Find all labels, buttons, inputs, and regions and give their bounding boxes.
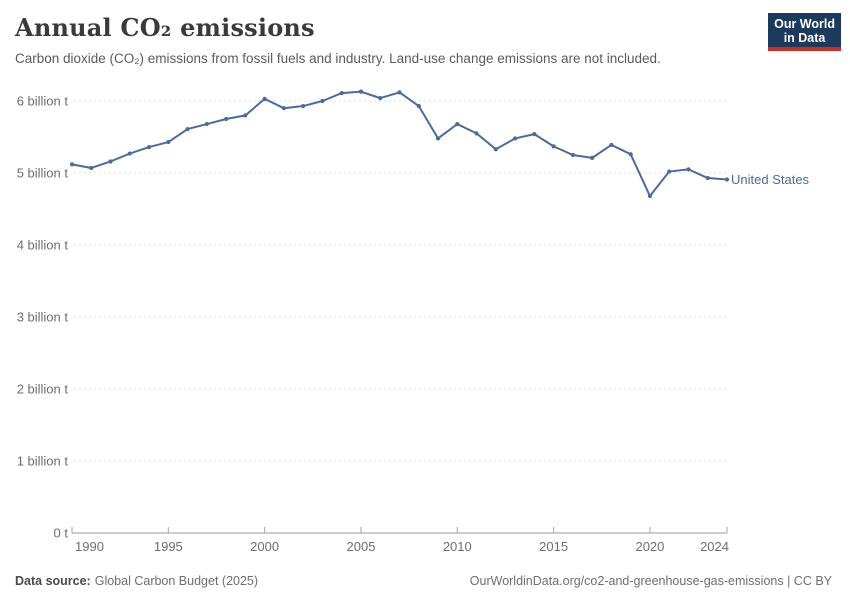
data-point-1994 [146, 144, 152, 150]
data-point-2012 [493, 147, 498, 152]
data-point-2011 [474, 131, 479, 136]
data-point-2002 [301, 103, 306, 109]
data-point-2022 [686, 167, 691, 172]
logo-text-line1: Our World [774, 17, 835, 31]
x-axis-label: 1995 [154, 539, 183, 554]
y-axis-label: 0 t [54, 526, 69, 541]
y-axis-label: 4 billion t [17, 238, 69, 253]
data-point-2008 [416, 103, 421, 109]
y-axis-label: 1 billion t [17, 454, 69, 469]
data-point-2009 [435, 136, 441, 141]
data-point-2023 [705, 175, 710, 181]
data-point-2021 [667, 169, 672, 174]
x-axis-label: 1990 [75, 539, 104, 554]
data-point-1991 [89, 165, 94, 171]
y-axis-label: 2 billion t [17, 382, 69, 397]
x-axis-label: 2020 [635, 539, 664, 554]
chart-subtitle: Carbon dioxide (CO₂) emissions from foss… [15, 51, 661, 66]
data-point-2017 [590, 155, 595, 160]
data-point-2001 [281, 106, 287, 111]
chart-footer: Data source: Global Carbon Budget (2025) … [15, 574, 832, 588]
data-point-2014 [532, 132, 537, 137]
data-point-2006 [378, 96, 383, 101]
data-point-1995 [166, 139, 171, 145]
y-axis-label: 5 billion t [17, 166, 69, 181]
data-point-1997 [204, 121, 209, 127]
data-point-2007 [397, 90, 402, 95]
data-point-2013 [512, 136, 518, 141]
data-source-value: Global Carbon Budget (2025) [94, 574, 259, 588]
page-title: Annual CO₂ emissions [15, 13, 315, 42]
data-point-1990 [69, 162, 75, 167]
x-axis-label: 2000 [250, 539, 279, 554]
data-point-2000 [262, 96, 267, 101]
data-point-1992 [108, 159, 113, 164]
series-label-united-states: United States [731, 172, 810, 187]
data-point-2018 [609, 142, 614, 148]
x-axis-label: 2015 [539, 539, 568, 554]
data-source: Data source: Global Carbon Budget (2025) [15, 574, 258, 588]
series-line-united-states [71, 90, 728, 198]
x-axis-label: 2010 [443, 539, 472, 554]
data-point-2010 [455, 121, 460, 127]
data-point-1993 [127, 151, 132, 156]
data-point-1998 [224, 116, 229, 122]
data-point-2015 [551, 144, 556, 149]
y-axis-label: 3 billion t [17, 310, 69, 325]
data-point-2016 [570, 152, 575, 158]
data-point-2024 [724, 177, 730, 182]
footer-license-link: OurWorldinData.org/co2-and-greenhouse-ga… [469, 574, 832, 588]
data-point-2004 [339, 90, 344, 96]
data-source-label: Data source: [15, 574, 91, 588]
x-axis-label: 2024 [700, 539, 729, 554]
x-axis-label: 2005 [347, 539, 376, 554]
data-point-2005 [358, 89, 364, 94]
y-axis-label: 6 billion t [17, 94, 69, 109]
data-point-1996 [185, 126, 190, 132]
data-point-2003 [320, 98, 325, 104]
data-point-2019 [628, 152, 633, 157]
logo-text-line2: in Data [783, 31, 826, 45]
data-point-1999 [243, 113, 248, 118]
data-point-2020 [647, 193, 653, 199]
owid-logo: Our World in Data [768, 13, 841, 51]
